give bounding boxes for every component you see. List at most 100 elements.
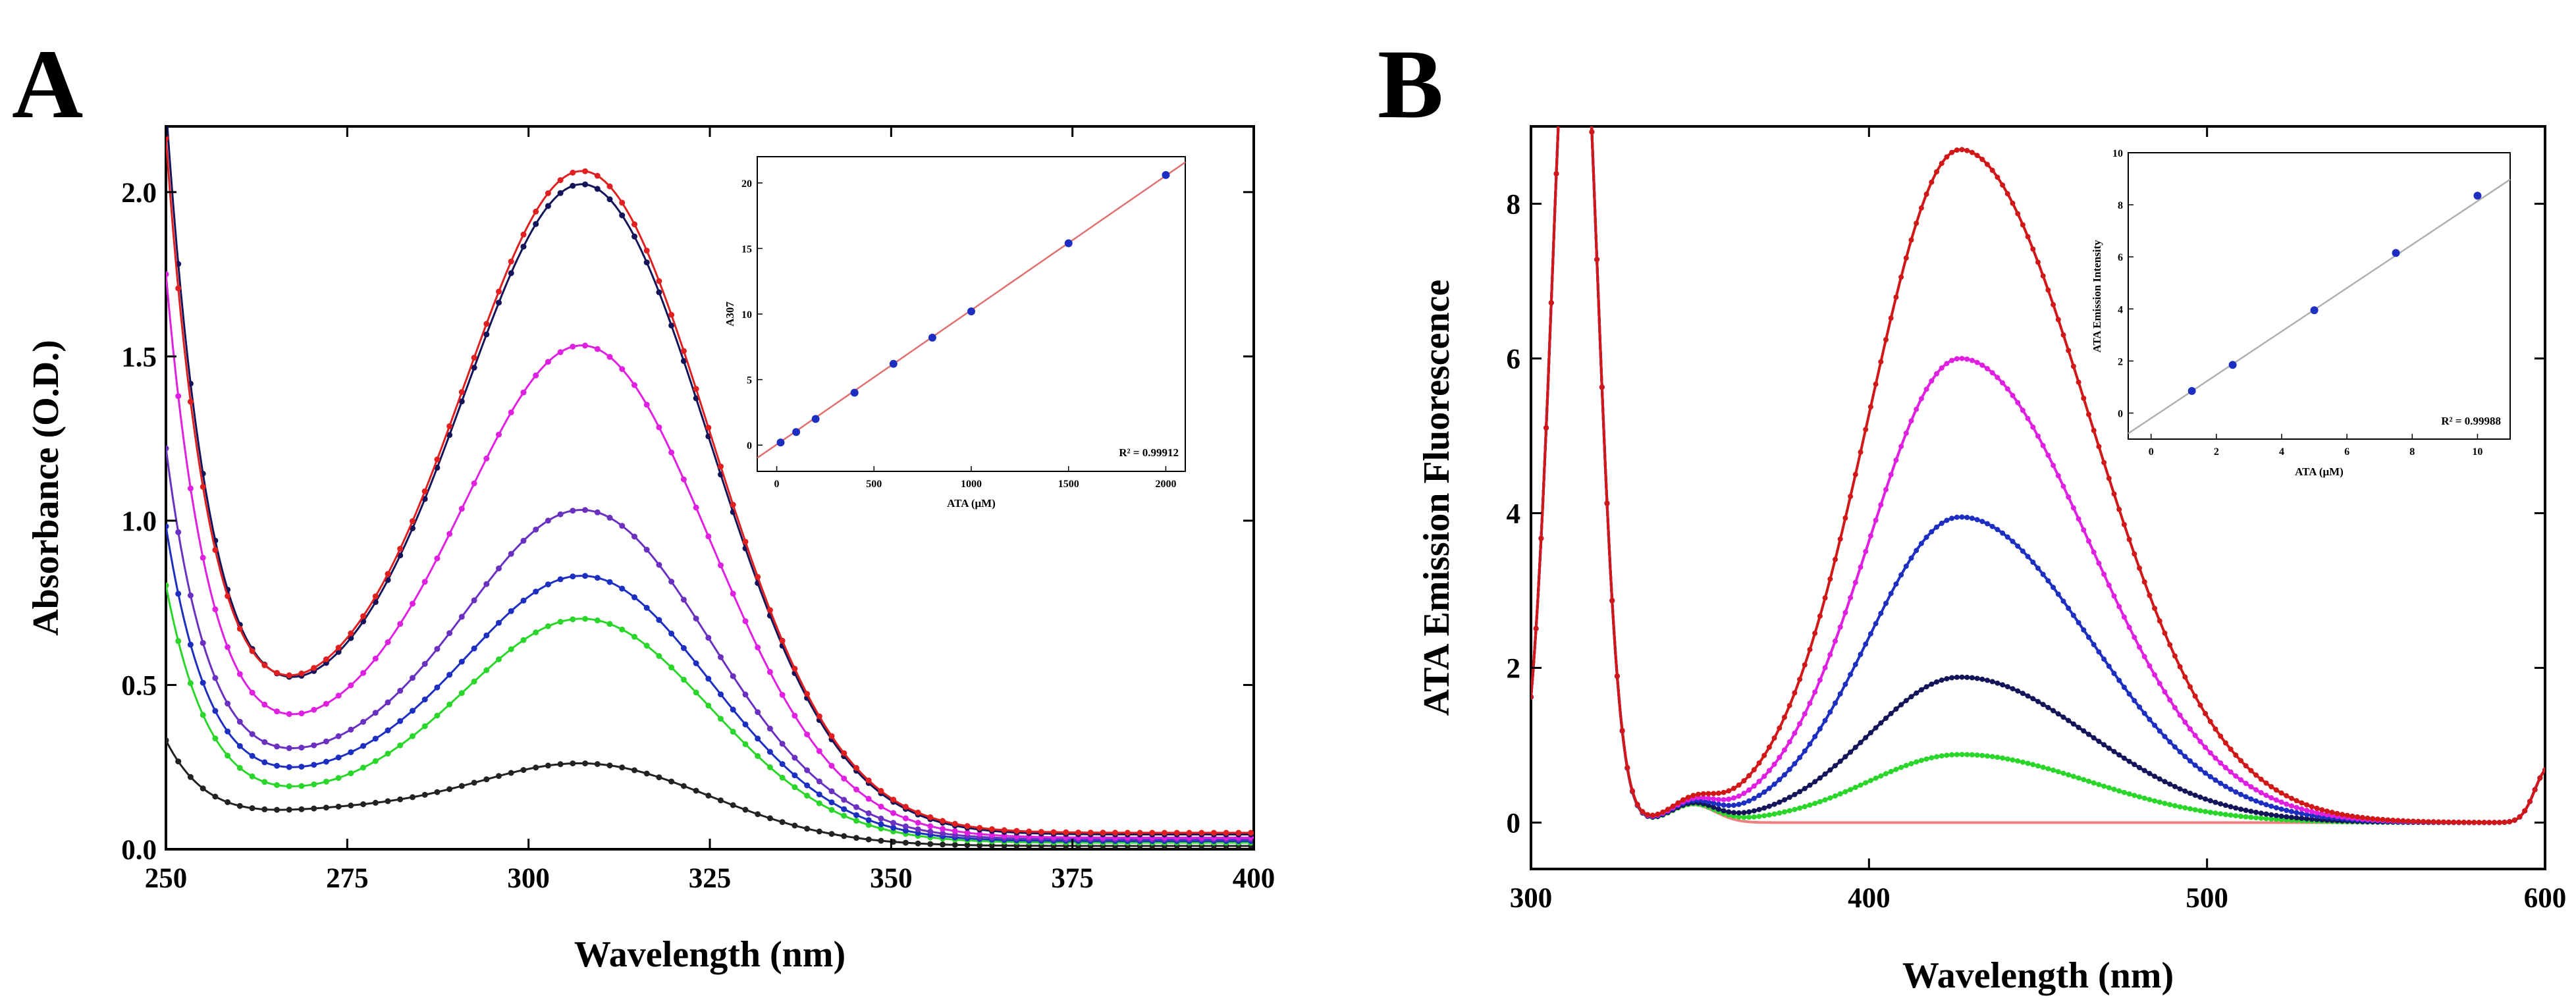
panel-b-series-marker [2197, 794, 2203, 800]
panel-b-series-marker [2040, 764, 2046, 770]
panel-a-series-marker [730, 591, 736, 597]
panel-a-series-marker [545, 581, 551, 588]
panel-a-series-marker [385, 699, 391, 706]
panel-b-series-marker [1944, 154, 1950, 160]
panel-b-series-marker [1989, 754, 1995, 760]
panel-a-series-line-6 [166, 126, 1254, 835]
panel-a-series-marker [360, 719, 367, 725]
panel-b-series-marker [1766, 785, 1772, 791]
panel-b-series-marker [1974, 153, 1980, 159]
panel-a-series-marker [1075, 829, 1081, 836]
panel-b-series-marker [1969, 149, 1975, 155]
panel-b-series-marker [2263, 816, 2269, 822]
panel-b-series-marker [1746, 809, 1752, 815]
panel-a-series-marker [274, 708, 280, 715]
panel-b-series-marker [1944, 517, 1950, 523]
panel-b-series-marker [2101, 783, 2107, 789]
panel-b-series-marker [1898, 274, 1904, 280]
panel-b-series-marker [2004, 191, 2010, 197]
panel-a-series-marker [804, 826, 811, 832]
panel-b-series-marker [1898, 444, 1904, 450]
panel-b-series-marker [1867, 777, 1873, 783]
panel-b-series-marker [1533, 625, 1539, 631]
panel-a-series-marker [890, 820, 897, 826]
panel-b-series-marker [2035, 259, 2041, 265]
panel-a-series-marker [631, 533, 637, 540]
panel-b-series-marker [2051, 585, 2056, 591]
panel-a-series-marker [853, 786, 859, 793]
panel-b-series-marker [2430, 819, 2436, 825]
panel-b-series-marker [1721, 797, 1727, 803]
panel-b-series-marker [1939, 753, 1945, 759]
panel-a-series-marker [680, 676, 687, 683]
panel-a-x-tick-label: 375 [1051, 863, 1094, 894]
panel-b-series-marker [1959, 355, 1965, 361]
panel-b-series-marker [1822, 771, 1828, 777]
panel-b-series-marker [1867, 533, 1873, 539]
panel-b-series-marker [2228, 747, 2234, 752]
panel-b-series-marker [1777, 799, 1783, 805]
panel-a-series-marker [166, 271, 169, 278]
panel-b-series-marker [1837, 691, 1843, 697]
panel-b-series-marker [2172, 783, 2178, 789]
panel-a-series-marker [458, 398, 465, 405]
panel-b-series-marker [1954, 752, 1960, 758]
panel-b-series-marker [2182, 805, 2188, 811]
panel-b-series-marker [2106, 664, 2112, 670]
panel-a-series-marker [434, 712, 441, 719]
panel-b-series-marker [1726, 797, 1732, 802]
panel-a-series-marker [668, 579, 675, 585]
panel-a-series-marker [853, 818, 859, 824]
panel-b-series-marker [2496, 820, 2502, 826]
panel-b-series-marker [2253, 815, 2259, 821]
panel-b-series-marker [2233, 773, 2239, 779]
panel-b-series-marker [2141, 710, 2147, 716]
panel-b-series-marker [1964, 752, 1970, 758]
panel-b-series-marker [2132, 698, 2137, 704]
panel-b-series-marker [2273, 816, 2279, 822]
panel-b-series-marker [2060, 714, 2066, 720]
panel-b-series-marker [1711, 791, 1717, 797]
panel-b-series-marker [2294, 798, 2299, 804]
panel-a-series-marker [298, 806, 305, 812]
panel-b-series-marker [1883, 600, 1889, 606]
panel-b-curves [1531, 52, 2545, 826]
panel-b-series-marker [2263, 802, 2269, 808]
panel-b-series-marker [2228, 804, 2234, 810]
panel-a-series-marker [606, 196, 613, 203]
panel-a-series-marker [952, 828, 958, 834]
panel-b-series-marker [1837, 791, 1843, 797]
panel-b-series-marker [2248, 814, 2254, 820]
panel-b-series-marker [1995, 527, 2000, 533]
panel-b-series-marker [1959, 752, 1965, 758]
panel-b-series-marker [2051, 302, 2056, 307]
panel-a-series-marker [878, 815, 884, 822]
panel-b-x-tick-label: 500 [2186, 883, 2228, 914]
panel-a-series-marker [410, 733, 416, 739]
panel-b-series-marker [2218, 811, 2224, 817]
panel-b-series-marker [1858, 782, 1864, 788]
panel-b-series-marker [1959, 514, 1965, 520]
panel-b-series-marker [1802, 662, 1808, 668]
panel-b-series-marker [2253, 787, 2259, 793]
panel-a-series-marker [1162, 829, 1167, 836]
panel-b-series-marker [1756, 814, 1762, 820]
panel-b-series-marker [2035, 433, 2041, 439]
panel-b-y-tick-label: 6 [1507, 344, 1521, 375]
panel-b-series-marker [2152, 774, 2158, 779]
panel-b-series-marker [2294, 804, 2299, 810]
panel-a-inset-y-title: A307 [724, 302, 736, 327]
panel-b-series-marker [1934, 524, 1939, 530]
panel-b-series-marker [2137, 704, 2142, 710]
panel-b-series-marker [1954, 514, 1960, 520]
panel-a-series-marker [816, 828, 822, 835]
panel-b-series-marker [2207, 719, 2213, 724]
panel-b-series-marker [2263, 811, 2269, 817]
panel-a-series-marker [792, 666, 798, 672]
panel-b-series-marker [1559, 52, 1564, 57]
panel-a-series-marker [841, 797, 847, 803]
panel-a-series-marker [520, 244, 527, 250]
panel-a-series-marker [742, 618, 749, 625]
panel-a-series-marker [693, 660, 699, 666]
panel-a-series-marker [582, 507, 589, 513]
